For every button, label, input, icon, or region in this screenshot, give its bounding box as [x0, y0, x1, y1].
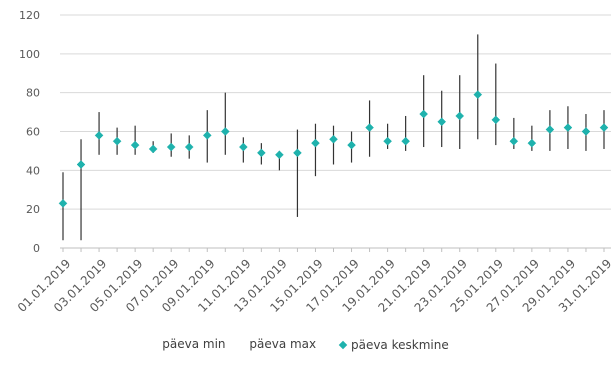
y-tick-label: 0 — [33, 242, 40, 255]
legend-item-avg: päeva keskmine — [338, 338, 449, 352]
y-tick-label: 60 — [26, 126, 40, 139]
avg-point — [148, 144, 158, 154]
avg-point — [257, 148, 266, 158]
avg-point — [491, 115, 501, 125]
avg-point — [473, 90, 483, 99]
avg-point — [112, 136, 122, 146]
legend-label-avg: päeva keskmine — [350, 338, 449, 352]
avg-point — [166, 142, 176, 152]
diamond-marker-icon — [338, 340, 348, 350]
avg-point — [581, 127, 591, 136]
avg-point — [455, 111, 465, 121]
avg-point — [76, 160, 86, 169]
avg-point — [202, 131, 212, 140]
y-tick-label: 120 — [19, 9, 40, 22]
avg-point — [293, 148, 302, 158]
avg-point — [509, 136, 519, 146]
avg-point — [365, 123, 374, 132]
avg-point — [220, 127, 230, 136]
avg-point — [599, 123, 609, 132]
y-tick-label: 40 — [26, 164, 40, 177]
avg-point — [311, 138, 320, 148]
avg-point — [58, 198, 68, 208]
avg-point — [130, 140, 140, 150]
legend-label-min: päeva min — [162, 337, 226, 351]
avg-point — [401, 136, 410, 146]
y-tick-label: 20 — [26, 203, 40, 216]
legend: päeva min päeva max päeva keskmine — [0, 337, 611, 352]
avg-point — [184, 142, 194, 152]
avg-point — [94, 131, 104, 140]
avg-point — [383, 136, 392, 146]
avg-point — [329, 134, 338, 144]
y-tick-label: 80 — [26, 87, 40, 100]
avg-point — [563, 123, 573, 132]
avg-point — [527, 138, 537, 148]
legend-label-max: päeva max — [249, 337, 317, 351]
avg-point — [437, 117, 447, 127]
avg-point — [545, 125, 555, 134]
legend-item-min: päeva min — [162, 337, 225, 351]
avg-point — [419, 109, 429, 119]
chart-plot: 02040608010012001.01.201903.01.201905.01… — [15, 9, 611, 315]
avg-point — [238, 142, 248, 152]
avg-point — [347, 140, 356, 150]
legend-item-max: päeva max — [249, 337, 316, 351]
avg-point — [275, 150, 284, 160]
y-tick-label: 100 — [19, 48, 40, 61]
